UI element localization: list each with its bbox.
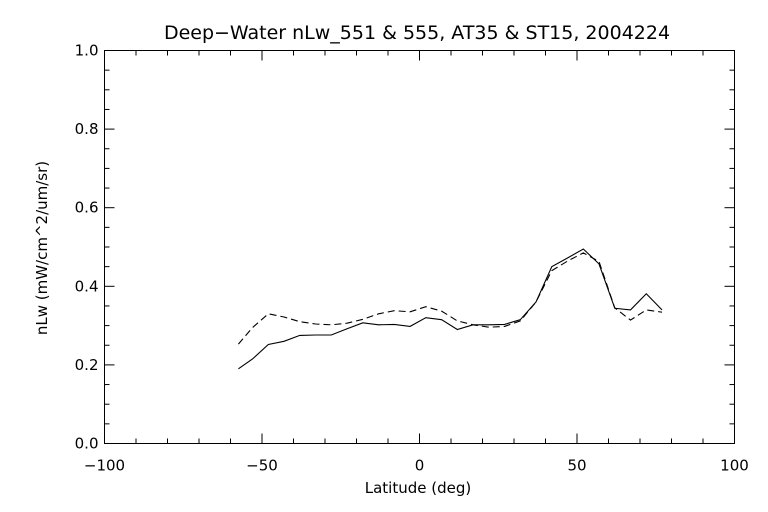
x-tick-label: 100 <box>720 457 749 475</box>
y-axis: 0.0 0.2 0.4 0.6 0.8 1.0 <box>75 42 735 453</box>
x-tick-label: 50 <box>567 457 586 475</box>
plot-frame <box>104 50 735 444</box>
chart-title: Deep−Water nLw_551 & 555, AT35 & ST15, 2… <box>164 22 670 44</box>
y-tick-label: 0.0 <box>75 435 99 453</box>
dashed-series-line <box>237 252 663 345</box>
y-tick-label: 0.4 <box>75 277 99 295</box>
x-tick-label: −50 <box>246 457 278 475</box>
x-tick-label: −100 <box>84 457 125 475</box>
y-tick-label: 1.0 <box>75 42 99 60</box>
y-tick-label: 0.2 <box>75 356 99 374</box>
x-axis-label: Latitude (deg) <box>365 479 471 497</box>
solid-series-line <box>238 248 663 370</box>
y-axis-label: nLw (mW/cm^2/um/sr) <box>33 161 51 335</box>
plot-series <box>237 248 663 370</box>
y-tick-label: 0.6 <box>75 199 99 217</box>
x-axis: −100 −50 0 50 100 <box>84 50 749 475</box>
y-tick-label: 0.8 <box>75 120 99 138</box>
x-tick-label: 0 <box>415 457 425 475</box>
